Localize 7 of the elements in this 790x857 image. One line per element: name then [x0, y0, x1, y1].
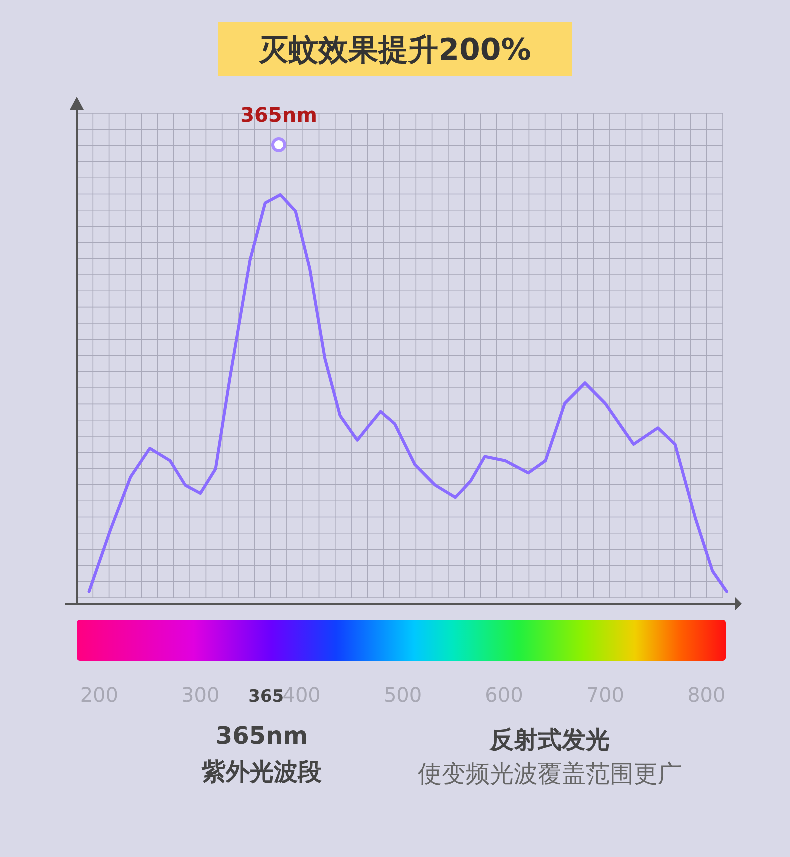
text: 反射式发光 [489, 726, 610, 754]
x-tick-label: 365 [248, 687, 284, 707]
text: 365nm [216, 722, 308, 750]
text: 使变频光波覆盖范围更广 [418, 760, 682, 788]
text: 紫外光波段 [201, 758, 323, 786]
text: 365nm [240, 103, 318, 127]
chart-title: 灭蚊效果提升200% [258, 33, 532, 68]
